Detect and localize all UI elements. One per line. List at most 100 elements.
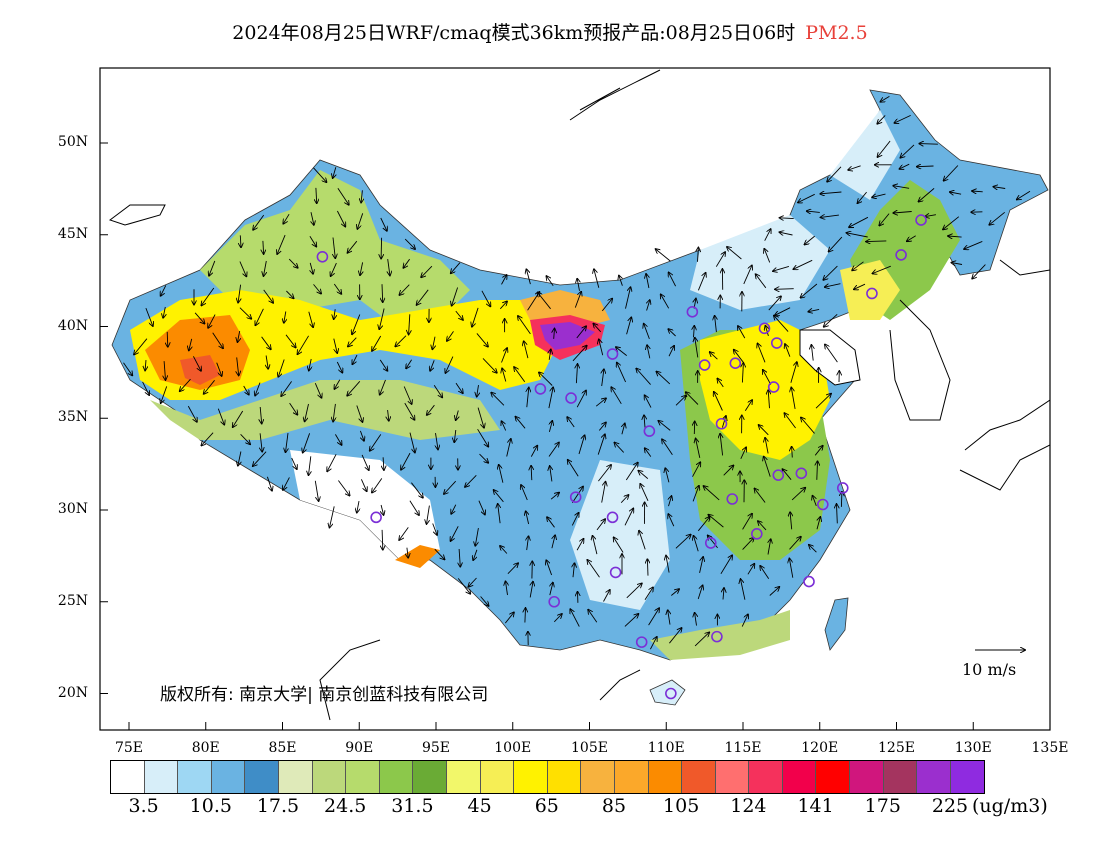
wind-arrow xyxy=(445,356,454,373)
wind-arrow xyxy=(573,563,575,578)
wind-arrow xyxy=(477,407,484,428)
lon-label: 120E xyxy=(801,740,839,756)
wind-arrow xyxy=(742,363,743,383)
wind-arrow xyxy=(313,167,327,182)
wind-arrow xyxy=(815,394,831,409)
wind-arrow xyxy=(993,187,1006,189)
wind-arrow xyxy=(625,287,631,309)
legend-label: 124 xyxy=(730,795,767,817)
wind-arrow xyxy=(432,523,437,535)
wind-arrow xyxy=(478,500,485,515)
wind-arrow xyxy=(352,314,361,335)
wind-arrow xyxy=(436,433,439,449)
wind-arrow xyxy=(549,350,551,360)
wind-arrow xyxy=(791,488,805,501)
wind-arrow xyxy=(801,283,818,298)
wind-arrow xyxy=(243,385,249,395)
wind-arrow xyxy=(260,406,262,424)
wind-arrow xyxy=(277,234,286,254)
lat-label: 45N xyxy=(57,225,88,242)
wind-arrow xyxy=(817,461,818,480)
wind-arrow xyxy=(444,480,457,494)
wind-arrow xyxy=(694,632,709,647)
wind-arrow xyxy=(406,359,412,369)
wind-arrow xyxy=(695,338,699,358)
wind-arrow xyxy=(201,287,215,305)
wind-arrow xyxy=(506,581,508,596)
coast-indochina xyxy=(319,639,641,721)
wind-arrow xyxy=(576,326,586,339)
wind-arrow xyxy=(253,214,265,230)
station-marker xyxy=(565,392,577,404)
wind-arrow xyxy=(742,538,754,550)
wind-arrow xyxy=(333,283,341,294)
wind-arrow xyxy=(763,370,772,385)
wind-arrow xyxy=(475,528,479,546)
wind-arrow xyxy=(694,536,699,552)
wind-arrow xyxy=(404,238,415,249)
wind-arrow xyxy=(695,613,697,626)
wind-arrow xyxy=(669,272,677,287)
wind-arrow xyxy=(738,326,746,339)
legend-swatch xyxy=(648,761,683,793)
lon-label: 100E xyxy=(494,740,532,756)
wind-arrow xyxy=(480,596,489,606)
legend-label: 65 xyxy=(534,795,559,817)
wind-arrow xyxy=(848,165,861,170)
wind-arrow xyxy=(336,210,345,227)
wind-arrow xyxy=(699,557,704,573)
region-tibet-south-orange xyxy=(395,545,440,568)
wind-arrow xyxy=(447,331,454,341)
wind-arrow xyxy=(281,381,292,396)
lon-label: 130E xyxy=(954,740,992,756)
wind-arrow xyxy=(348,337,357,347)
wind-arrow xyxy=(499,465,504,483)
station-marker xyxy=(635,636,648,648)
wind-arrow xyxy=(710,352,718,360)
legend-swatch xyxy=(379,761,414,793)
wind-arrow xyxy=(692,486,699,502)
wind-arrow xyxy=(372,478,383,492)
wind-arrow xyxy=(432,336,435,350)
region-yellow-huabei xyxy=(700,320,830,460)
wind-arrow xyxy=(743,266,752,285)
wind-arrow xyxy=(201,432,214,446)
wind-arrow xyxy=(212,332,223,349)
wind-arrow xyxy=(779,232,793,235)
wind-arrow xyxy=(502,421,507,431)
wind-arrow xyxy=(163,306,165,318)
wind-arrow xyxy=(626,317,632,335)
wind-arrow xyxy=(334,379,341,389)
lon-label: 105E xyxy=(571,740,608,756)
legend-swatch xyxy=(950,761,985,793)
wind-arrow xyxy=(714,392,723,411)
wind-arrow xyxy=(261,336,271,350)
wind-arrow xyxy=(548,443,559,457)
wind-arrow xyxy=(764,249,771,263)
wind-arrow xyxy=(547,517,555,528)
region-low-tibet xyxy=(290,450,440,560)
lon-label: 110E xyxy=(647,740,685,756)
wind-arrow xyxy=(336,361,342,373)
station-marker xyxy=(643,425,656,437)
station-marker xyxy=(866,287,878,300)
coast-japan xyxy=(959,259,1050,491)
legend-swatch xyxy=(312,761,347,793)
wind-arrow xyxy=(348,240,358,253)
lat-label: 35N xyxy=(57,409,88,426)
wind-arrow xyxy=(808,309,820,311)
wind-arrow xyxy=(823,265,838,280)
wind-arrow xyxy=(451,504,457,514)
wind-arrow xyxy=(334,309,336,319)
wind-arrow xyxy=(240,433,251,444)
legend-swatch xyxy=(144,761,179,793)
station-marker xyxy=(726,493,739,505)
wind-arrow xyxy=(303,433,311,452)
wind-arrow xyxy=(598,465,611,482)
wind-arrow xyxy=(744,400,752,411)
wind-arrow xyxy=(747,564,755,575)
wind-arrow xyxy=(704,486,720,501)
wind-arrow xyxy=(790,362,797,383)
wind-arrow xyxy=(193,356,201,371)
wind-arrow xyxy=(311,212,314,225)
